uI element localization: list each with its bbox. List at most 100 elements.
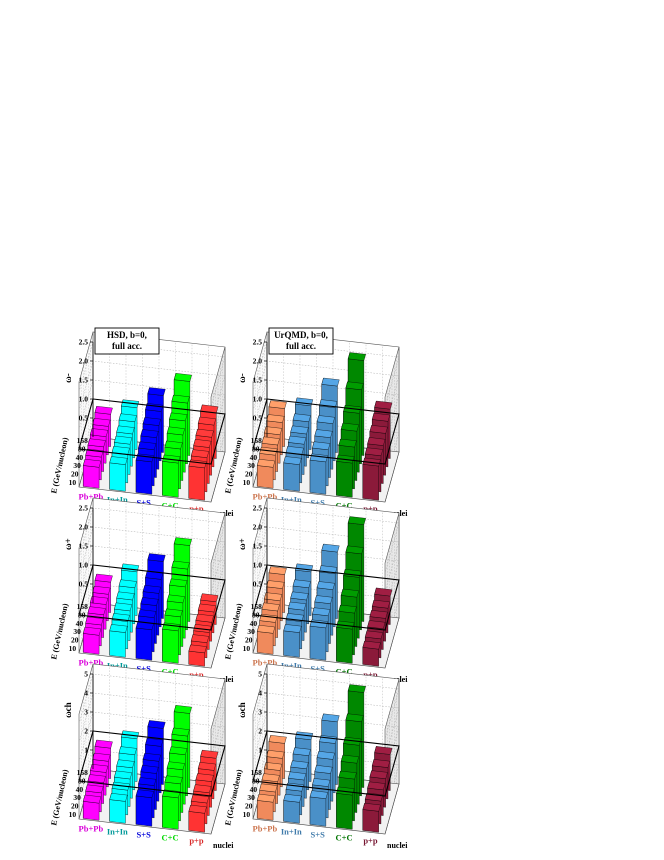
energy-tick-label: 20 [71, 802, 79, 811]
nucleus-label-CC: C+C [162, 666, 179, 676]
grid-line [78, 673, 226, 740]
nucleus-label-pp: p+p [363, 835, 378, 845]
energy-tick-label: 20 [71, 636, 79, 645]
bar-PbPb-10 [256, 459, 276, 489]
energy-tick-label: 10 [69, 644, 77, 653]
energy-tick-label: 30 [73, 627, 81, 636]
nucleus-label-pp: p+p [189, 669, 204, 679]
y-tick-label: 5 [84, 670, 88, 679]
panel-label-text: UrQMD, b=0, [274, 330, 328, 340]
nucleus-label-InIn: In+In [107, 494, 128, 504]
energy-tick-label: 40 [76, 619, 84, 628]
bar-CC-10 [162, 789, 181, 830]
energy-tick-label: 30 [73, 793, 81, 802]
nucleus-label-SS: S+S [137, 829, 152, 839]
y-tick-label: 2 [84, 727, 88, 736]
energy-tick-label: 158 [77, 436, 89, 445]
energy-tick-label: 20 [71, 470, 79, 479]
bar-PbPb-10 [82, 794, 102, 821]
y-tick-label: 5 [258, 670, 262, 679]
nucleus-label-SS: S+S [137, 663, 152, 673]
y-tick-label: 1.5 [253, 376, 263, 385]
y-axis-title: ω- [63, 373, 73, 383]
energy-tick-label: 80 [78, 445, 86, 454]
y-axis-title: ωch [63, 702, 73, 718]
energy-axis-title: E (GeV/nucleon) [49, 768, 70, 826]
bar-CC-10 [336, 620, 355, 664]
energy-tick-label: 158 [251, 602, 263, 611]
nucleus-label-SS: S+S [137, 497, 152, 507]
energy-tick-label: 158 [251, 768, 263, 777]
panel-label-text: HSD, b=0, [107, 330, 147, 340]
y-tick-label: 2.0 [253, 357, 263, 366]
energy-tick-label: 10 [243, 810, 251, 819]
energy-tick-label: 20 [245, 802, 253, 811]
energy-tick-label: 30 [247, 793, 255, 802]
nucleus-label-CC: C+C [162, 500, 179, 510]
nucleus-label-CC: C+C [336, 666, 353, 676]
bar-SS-10 [135, 621, 154, 661]
nucleus-label-PbPb: Pb+Pb [253, 491, 278, 501]
nucleus-label-InIn: In+In [281, 494, 302, 504]
energy-tick-label: 40 [250, 785, 258, 794]
panel-label-box [94, 327, 160, 355]
y-axis-title: ω+ [237, 538, 247, 550]
y-tick-label: 1.0 [253, 561, 263, 570]
energy-tick-label: 10 [243, 644, 251, 653]
energy-tick-label: 80 [78, 777, 86, 786]
nuclei-axis-title: nuclei [387, 841, 408, 850]
y-tick-label: 1.5 [79, 376, 89, 385]
reference-plane [78, 564, 226, 631]
bar-pp-10 [188, 644, 207, 667]
bar-SS-10 [309, 790, 328, 827]
grid-line [252, 673, 400, 740]
energy-tick-label: 158 [77, 768, 89, 777]
bar-SS-10 [135, 789, 154, 827]
y-tick-label: 1.0 [79, 395, 89, 404]
bar-InIn-10 [283, 794, 302, 824]
bar-InIn-10 [283, 456, 302, 492]
energy-tick-label: 30 [73, 461, 81, 470]
energy-tick-label: 80 [252, 611, 260, 620]
nucleus-label-InIn: In+In [107, 826, 128, 836]
nucleus-label-CC: C+C [336, 500, 353, 510]
y-tick-label: 0.5 [79, 580, 89, 589]
nuclei-axis-title: nuclei [213, 841, 234, 850]
reference-plane [252, 730, 400, 797]
y-tick-label: 2.5 [253, 338, 263, 347]
energy-tick-label: 20 [245, 470, 253, 479]
energy-tick-label: 30 [247, 461, 255, 470]
y-tick-label: 1.5 [79, 542, 89, 551]
y-tick-label: 1 [84, 746, 88, 755]
energy-tick-label: 158 [251, 436, 263, 445]
y-tick-label: 2.0 [79, 523, 89, 532]
energy-tick-label: 40 [76, 453, 84, 462]
bar-CC-10 [336, 786, 355, 830]
bar-pp-10 [362, 803, 381, 833]
bar-PbPb-10 [82, 626, 102, 655]
nucleus-label-pp: p+p [189, 835, 204, 845]
nucleus-label-pp: p+p [363, 503, 378, 513]
bar-pp-10 [188, 804, 207, 833]
y-tick-label: 3 [84, 708, 88, 717]
bar-PbPb-10 [82, 459, 102, 489]
nucleus-label-PbPb: Pb+Pb [79, 491, 104, 501]
energy-tick-label: 40 [250, 619, 258, 628]
nucleus-label-pp: p+p [363, 669, 378, 679]
y-tick-label: 2 [258, 727, 262, 736]
nucleus-label-PbPb: Pb+Pb [79, 657, 104, 667]
bar-InIn-10 [283, 624, 302, 658]
y-tick-label: 0.5 [79, 414, 89, 423]
panel-label-text: full acc. [112, 341, 142, 351]
y-tick-label: 2.0 [79, 357, 89, 366]
bar-CC-10 [162, 622, 181, 664]
reference-plane [78, 398, 226, 465]
bar-InIn-10 [109, 456, 128, 492]
energy-tick-label: 30 [247, 627, 255, 636]
energy-axis-title: E (GeV/nucleon) [49, 602, 70, 660]
